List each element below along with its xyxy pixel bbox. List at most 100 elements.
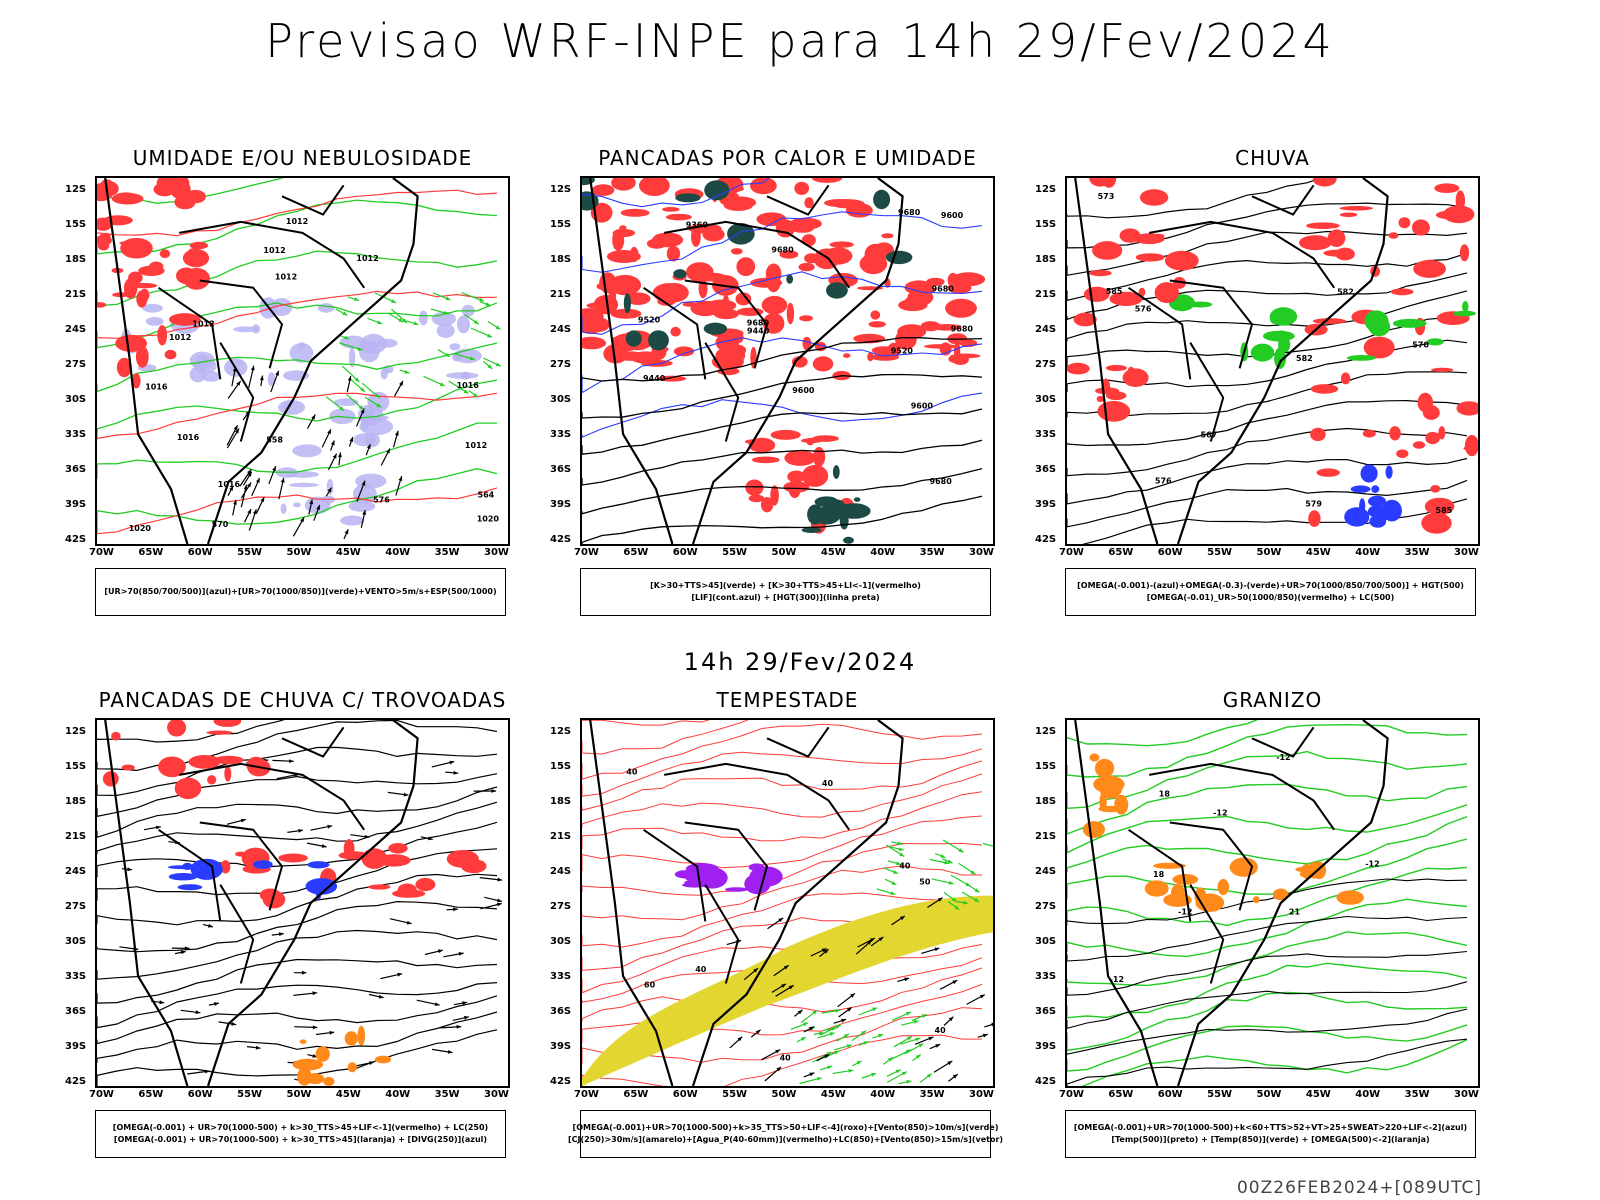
contour-label: 1012 bbox=[356, 254, 378, 263]
lat-tick-label: 27S bbox=[550, 359, 572, 370]
map-canvas: 9680 9680 9680 9680 9680 9600 9600 9520 9440 9440… bbox=[582, 178, 986, 544]
legend-line: [OMEGA(-0.001)+UR>70(1000-500)+k<60+TTS>… bbox=[1073, 1123, 1468, 1132]
lon-tick-label: 40W bbox=[385, 1089, 411, 1100]
lat-tick-label: 33S bbox=[550, 971, 572, 982]
valid-time-label: 14h 29/Fev/2024 bbox=[683, 648, 917, 676]
lat-tick-label: 27S bbox=[550, 901, 572, 912]
panel-legend: [OMEGA(-0.001)-(azul)+OMEGA(-0.3)-(verde… bbox=[1065, 568, 1476, 616]
coastline bbox=[691, 720, 904, 1086]
contour-label: 18 bbox=[1159, 789, 1171, 798]
coastline bbox=[1074, 178, 1159, 544]
contour-label: 9600 bbox=[911, 402, 934, 411]
contour-label: 570 bbox=[212, 520, 229, 529]
wind850-green-vectors bbox=[790, 1007, 933, 1085]
legend-line: [LIF](cont.azul) + [HGT(300)](linha pret… bbox=[691, 593, 880, 602]
lon-tick-label: 50W bbox=[286, 1089, 312, 1100]
legend-line: [OMEGA(-0.001)-(azul)+OMEGA(-0.3)-(verde… bbox=[1077, 581, 1464, 590]
lon-tick-label: 70W bbox=[89, 547, 114, 558]
contour-label: 9440 bbox=[643, 374, 666, 383]
panel-legend: [K>30+TTS>45](verde) + [K>30+TTS>45+LI<-… bbox=[580, 568, 991, 616]
lat-tick-label: 24S bbox=[1035, 324, 1057, 335]
contour-label: 40 bbox=[695, 965, 707, 974]
red-specks bbox=[97, 178, 210, 389]
country-border bbox=[281, 184, 345, 216]
contour-label: 9680 bbox=[951, 324, 974, 333]
lon-tick-label: 50W bbox=[286, 547, 312, 558]
contour-label: 576 bbox=[373, 495, 390, 504]
thunder-red-area bbox=[220, 839, 487, 909]
country-border bbox=[1189, 342, 1225, 442]
panel-legend: [OMEGA(-0.001) + UR>70(1000-500) + k>30_… bbox=[95, 1110, 506, 1158]
lat-tick-label: 21S bbox=[550, 289, 572, 300]
lon-tick-label: 60W bbox=[1157, 547, 1183, 558]
lon-tick-label: 70W bbox=[1059, 547, 1084, 558]
lon-tick-label: 35W bbox=[919, 1089, 945, 1100]
country-border bbox=[766, 184, 830, 216]
country-border bbox=[179, 762, 366, 831]
lat-tick-label: 12S bbox=[550, 726, 572, 737]
lat-tick-label: 39S bbox=[65, 1041, 87, 1052]
lat-tick-label: 39S bbox=[1035, 1041, 1057, 1052]
lon-tick-label: 65W bbox=[1108, 547, 1134, 558]
lon-tick-label: 45W bbox=[820, 547, 846, 558]
lon-tick-label: 50W bbox=[1256, 547, 1282, 558]
country-border bbox=[158, 286, 222, 380]
legend-line: [OMEGA(-0.001)+UR>70(1000-500)+k>35_TTS>… bbox=[572, 1123, 999, 1132]
lon-tick-label: 45W bbox=[335, 547, 361, 558]
contour-label: 576 bbox=[1135, 304, 1152, 313]
country-border bbox=[1128, 286, 1192, 380]
contour-label: 582 bbox=[1296, 354, 1313, 363]
contour-label: 1016 bbox=[457, 381, 480, 390]
lat-tick-label: 33S bbox=[65, 429, 87, 440]
lat-tick-label: 30S bbox=[65, 394, 87, 405]
lon-tick-label: 35W bbox=[1404, 547, 1430, 558]
contour-label: -12 bbox=[1276, 753, 1290, 762]
contour-label: 573 bbox=[1098, 192, 1115, 201]
country-border bbox=[704, 884, 740, 984]
lon-tick-label: 55W bbox=[1207, 1089, 1233, 1100]
instability-green-area bbox=[801, 465, 871, 544]
lat-tick-label: 12S bbox=[65, 726, 87, 737]
jet-stream-yellow-band bbox=[582, 895, 993, 1086]
country-border bbox=[1169, 821, 1253, 911]
lat-tick-label: 30S bbox=[65, 936, 87, 947]
map-panel-6: -12 -12 -12 -12 -12 21 18 18 bbox=[1065, 718, 1480, 1088]
lon-tick-label: 50W bbox=[771, 547, 797, 558]
legend-line: [Temp(500)](preto) + [Temp(850)](verde) … bbox=[1111, 1135, 1430, 1144]
instability-green-area bbox=[582, 178, 913, 351]
lat-tick-label: 18S bbox=[65, 796, 87, 807]
panel-title: PANCADAS POR CALOR E UMIDADE bbox=[598, 146, 977, 170]
contour-label: -12 bbox=[1110, 975, 1124, 984]
contour-label: 9680 bbox=[771, 245, 794, 254]
country-border bbox=[199, 821, 283, 911]
contour-label: 40 bbox=[626, 767, 638, 776]
legend-line: [UR>70(850/700/500)](azul)+[UR>70(1000/8… bbox=[104, 587, 497, 596]
country-border bbox=[199, 279, 283, 369]
lon-tick-label: 30W bbox=[969, 1089, 994, 1100]
coastline bbox=[104, 720, 189, 1086]
panel-legend: [UR>70(850/700/500)](azul)+[UR>70(1000/8… bbox=[95, 568, 506, 616]
contour-label: -12 bbox=[1365, 860, 1379, 869]
coastline bbox=[691, 178, 904, 544]
map-canvas bbox=[97, 720, 503, 1086]
country-border bbox=[1251, 726, 1315, 758]
country-border bbox=[1128, 828, 1192, 922]
lat-tick-label: 15S bbox=[65, 761, 87, 772]
contour-label: 9680 bbox=[930, 477, 953, 486]
contour-label: 1012 bbox=[286, 217, 308, 226]
lon-tick-label: 70W bbox=[1059, 1089, 1084, 1100]
contour-label: 9680 bbox=[898, 208, 921, 217]
contour-label: 50 bbox=[919, 878, 931, 887]
lif-blue-contours bbox=[582, 178, 983, 438]
lon-tick-label: 45W bbox=[820, 1089, 846, 1100]
contour-label: 9520 bbox=[638, 316, 661, 325]
lat-tick-label: 30S bbox=[1035, 394, 1057, 405]
contour-label: 582 bbox=[1337, 288, 1354, 297]
country-border bbox=[281, 726, 345, 758]
lon-tick-label: 40W bbox=[870, 1089, 896, 1100]
lat-tick-label: 42S bbox=[550, 1076, 572, 1087]
contour-label: 40 bbox=[935, 1026, 947, 1035]
rain-red-specks bbox=[1067, 178, 1199, 422]
lon-tick-label: 65W bbox=[138, 547, 164, 558]
lon-tick-label: 60W bbox=[187, 1089, 213, 1100]
